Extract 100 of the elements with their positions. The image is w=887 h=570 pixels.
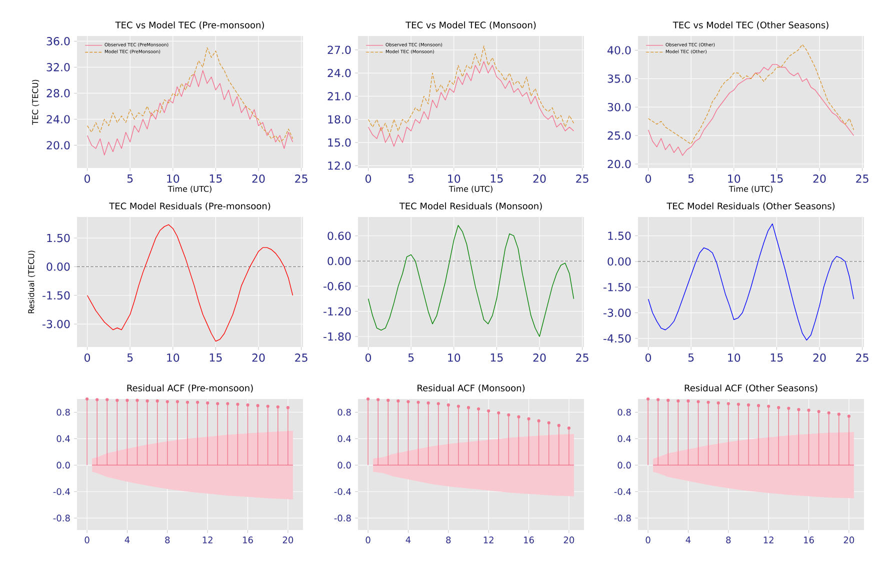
- point: [416, 400, 420, 404]
- point: [86, 397, 89, 401]
- chart-title: TEC vs Model TEC (Pre-monsoon): [115, 21, 264, 30]
- point: [176, 400, 179, 404]
- point: [706, 400, 710, 404]
- x-tick-label: 25: [295, 174, 308, 183]
- point: [226, 402, 230, 406]
- y-tick-label: -4.50: [604, 334, 631, 343]
- point: [656, 398, 660, 402]
- y-tick-label: 36.0: [46, 37, 70, 46]
- point: [777, 406, 780, 410]
- point: [537, 419, 540, 422]
- y-tick-label: 1.50: [47, 234, 70, 242]
- x-tick-label: 20: [813, 174, 826, 183]
- y-tick-label: -1.50: [604, 282, 631, 292]
- y-axis-title: Residual (TECU): [28, 250, 36, 314]
- y-tick-label: 28.0: [46, 89, 70, 98]
- x-tick-label: 4: [686, 536, 691, 544]
- point: [436, 402, 440, 406]
- point: [106, 398, 109, 402]
- point: [837, 412, 840, 416]
- x-tick-label: 20: [252, 354, 265, 362]
- y-tick-label: -0.4: [614, 488, 631, 496]
- line-series: [368, 46, 574, 136]
- point: [807, 408, 810, 412]
- x-tick-label: 0: [84, 174, 90, 183]
- point: [256, 404, 260, 408]
- y-tick-label: -0.60: [324, 282, 351, 290]
- point: [527, 417, 530, 420]
- point: [166, 400, 169, 404]
- x-tick-label: 12: [764, 536, 774, 544]
- y-tick-label: 0.00: [328, 256, 351, 266]
- x-tick-label: 20: [844, 536, 854, 544]
- point: [557, 424, 560, 428]
- y-tick-label: 1.50: [608, 232, 631, 240]
- point: [476, 407, 480, 410]
- y-tick-label: 15.0: [328, 138, 351, 147]
- chart-title: TEC Model Residuals (Pre-monsoon): [109, 202, 270, 210]
- chart-title: Residual ACF (Monsoon): [418, 384, 525, 392]
- point: [266, 404, 270, 408]
- y-tick-label: 0.4: [618, 435, 631, 442]
- x-tick-label: 10: [448, 174, 460, 183]
- x-tick-label: 0: [84, 354, 90, 362]
- y-tick-label: -3.00: [604, 308, 631, 317]
- point: [446, 403, 450, 406]
- y-tick-label: 40.0: [608, 46, 631, 54]
- x-tick-label: 0: [366, 174, 372, 183]
- y-tick-label: 24.0: [46, 115, 70, 124]
- x-tick-label: 15: [210, 174, 222, 183]
- x-tick-label: 10: [167, 174, 180, 183]
- point: [366, 397, 370, 401]
- point: [96, 398, 99, 402]
- y-tick-label: 12.0: [328, 162, 351, 170]
- x-tick-label: 16: [243, 536, 253, 544]
- point: [286, 406, 290, 410]
- x-tick-label: 15: [490, 174, 503, 183]
- y-tick-label: 0.0: [56, 462, 70, 469]
- x-tick-label: 20: [564, 536, 574, 544]
- x-tick-label: 10: [728, 174, 740, 183]
- x-tick-label: 12: [202, 536, 212, 544]
- chart-title: TEC vs Model TEC (Monsoon): [406, 21, 536, 30]
- x-tick-label: 15: [490, 354, 503, 362]
- y-tick-label: 0.8: [618, 408, 631, 416]
- y-tick-label: 0.8: [338, 408, 351, 416]
- point: [206, 401, 210, 405]
- x-tick-label: 0: [84, 536, 90, 544]
- x-tick-label: 0: [366, 536, 370, 544]
- y-tick-label: -0.8: [334, 514, 351, 522]
- point: [696, 400, 700, 404]
- point: [136, 398, 139, 402]
- y-tick-label: -0.8: [53, 514, 70, 522]
- point: [847, 414, 850, 418]
- y-tick-label: -0.4: [334, 488, 351, 496]
- point: [817, 410, 820, 414]
- y-tick-label: -1.20: [324, 307, 351, 316]
- x-tick-label: 4: [406, 536, 411, 544]
- x-tick-label: 8: [726, 536, 731, 544]
- x-tick-label: 5: [688, 174, 694, 183]
- y-tick-label: 0.00: [46, 262, 70, 271]
- chart-title: Residual ACF (Other Seasons): [684, 384, 818, 392]
- x-tick-label: 20: [533, 354, 546, 362]
- y-tick-label: 0.8: [56, 408, 70, 416]
- x-tick-label: 5: [408, 174, 414, 183]
- x-tick-label: 0: [645, 174, 652, 183]
- point: [567, 426, 570, 430]
- point: [466, 406, 470, 410]
- point: [497, 411, 500, 414]
- y-tick-label: 0.0: [618, 462, 631, 469]
- line-series: [368, 61, 574, 147]
- x-tick-label: 0: [645, 354, 652, 362]
- chart-title: Residual ACF (Pre-monsoon): [127, 384, 253, 392]
- x-tick-label: 15: [770, 354, 783, 362]
- x-tick-label: 12: [484, 536, 494, 544]
- point: [236, 402, 240, 406]
- point: [646, 397, 650, 401]
- x-tick-label: 10: [167, 354, 180, 362]
- point: [507, 413, 510, 416]
- y-tick-label: 0.60: [328, 232, 351, 240]
- point: [216, 402, 220, 406]
- chart-title: TEC vs Model TEC (Other Seasons): [672, 21, 828, 30]
